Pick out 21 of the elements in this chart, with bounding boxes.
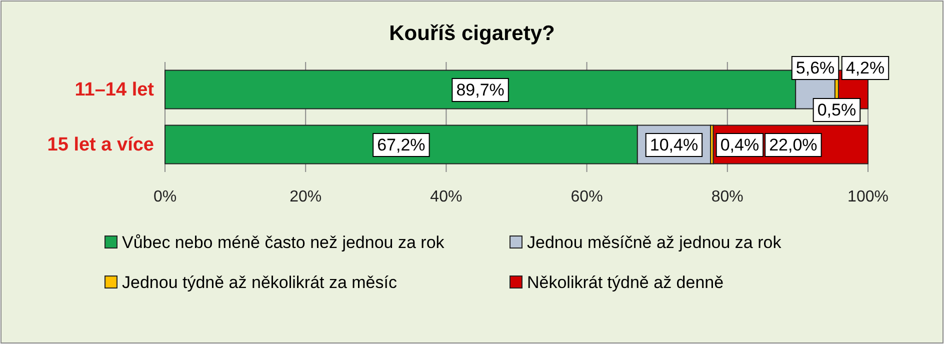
data-label: 67,2%	[377, 136, 426, 154]
x-tick-label: 60%	[570, 188, 603, 206]
data-label: 5,6%	[796, 58, 835, 78]
data-label: 0,4%	[720, 136, 760, 154]
chart-title: Kouříš cigarety?	[389, 22, 555, 45]
data-label: 22,0%	[769, 136, 818, 154]
x-tick-label: 80%	[711, 188, 744, 206]
x-tick-label: 0%	[153, 188, 177, 206]
data-label: 10,4%	[650, 136, 698, 154]
data-label: 0,5%	[817, 100, 856, 120]
y-tick-label: 15 let a více	[47, 134, 154, 156]
legend-label: Jednou týdně až několikrát za měsíc	[122, 273, 398, 292]
data-label: 89,7%	[456, 80, 504, 100]
legend-label: Vůbec nebo méně často než jednou za rok	[122, 233, 445, 252]
legend-label: Jednou měsíčně až jednou za rok	[527, 233, 782, 252]
legend-label: Několikrát týdně až denně	[527, 273, 724, 292]
x-tick-label: 40%	[430, 188, 462, 206]
y-tick-label: 11–14 let	[74, 80, 155, 101]
x-tick-label: 20%	[290, 188, 322, 206]
x-tick-label: 100%	[848, 188, 888, 206]
data-label: 4,2%	[846, 58, 885, 78]
